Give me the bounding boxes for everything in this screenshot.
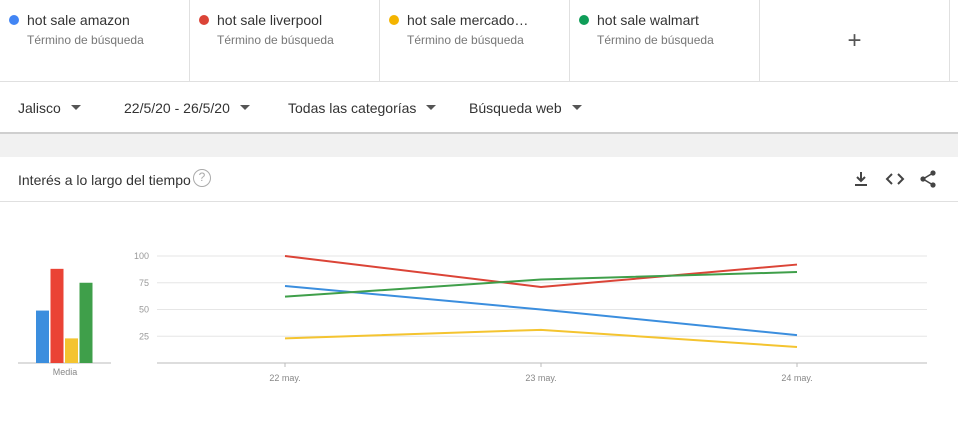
term-card-amazon[interactable]: hot sale amazon Término de búsqueda	[0, 0, 190, 82]
term-type: Término de búsqueda	[27, 33, 144, 47]
chevron-down-icon	[239, 104, 250, 110]
average-bar	[50, 268, 64, 363]
y-tick-label: 50	[139, 305, 149, 315]
term-name: hot sale amazon	[27, 12, 130, 28]
filters-bar: Jalisco 22/5/20 - 26/5/20 Todas las cate…	[0, 82, 958, 134]
add-term-button[interactable]: +	[760, 0, 950, 82]
term-color-dot	[579, 15, 589, 25]
interest-over-time-card: Interés a lo largo del tiempo ? 25 50 75 10…	[0, 157, 958, 433]
term-name: hot sale walmart	[597, 12, 699, 28]
x-tick-label: 24 may.	[781, 373, 812, 383]
y-tick-label: 25	[139, 331, 149, 341]
y-tick-label: 100	[134, 251, 149, 261]
y-tick-label: 75	[139, 278, 149, 288]
search-terms-bar: hot sale amazon Término de búsqueda hot …	[0, 0, 958, 82]
chevron-down-icon	[426, 104, 437, 110]
average-bar	[79, 282, 93, 363]
interest-chart: 25 50 75 100 22 may. 23 may. 24 may. Media	[18, 251, 927, 383]
x-tick-label: 23 may.	[525, 373, 556, 383]
series-line	[284, 284, 798, 337]
term-card-walmart[interactable]: hot sale walmart Término de búsqueda	[570, 0, 760, 82]
x-tick-label: 22 may.	[269, 373, 300, 383]
term-type: Término de búsqueda	[597, 33, 714, 47]
average-bar	[36, 310, 49, 363]
term-color-dot	[9, 15, 19, 25]
term-color-dot	[199, 15, 209, 25]
term-color-dot	[389, 15, 399, 25]
share-icon[interactable]	[918, 169, 938, 189]
help-icon[interactable]: ?	[193, 169, 211, 187]
region-label: Jalisco	[18, 100, 61, 116]
term-name: hot sale mercado libre	[407, 12, 529, 28]
term-name: hot sale liverpool	[217, 12, 323, 28]
search-type-dropdown[interactable]: Búsqueda web	[469, 100, 582, 116]
download-icon[interactable]	[851, 169, 871, 189]
average-bar	[65, 338, 78, 363]
term-card-liverpool[interactable]: hot sale liverpool Término de búsqueda	[190, 0, 380, 82]
card-title: Interés a lo largo del tiempo	[18, 172, 191, 188]
category-label: Todas las categorías	[288, 100, 417, 116]
term-type: Término de búsqueda	[217, 33, 334, 47]
embed-icon[interactable]	[885, 169, 905, 189]
search-type-label: Búsqueda web	[469, 100, 562, 116]
series-line	[284, 328, 798, 348]
term-type: Término de búsqueda	[407, 33, 524, 47]
chevron-down-icon	[571, 104, 582, 110]
card-header: Interés a lo largo del tiempo ?	[0, 157, 958, 202]
date-range-dropdown[interactable]: 22/5/20 - 26/5/20	[124, 100, 250, 116]
category-dropdown[interactable]: Todas las categorías	[288, 100, 437, 116]
date-range-label: 22/5/20 - 26/5/20	[124, 100, 230, 116]
average-label: Media	[53, 367, 78, 377]
chevron-down-icon	[70, 104, 81, 110]
region-dropdown[interactable]: Jalisco	[18, 100, 81, 116]
series-line	[284, 255, 798, 289]
series-line	[284, 271, 798, 298]
term-card-mercado-libre[interactable]: hot sale mercado libre Término de búsque…	[380, 0, 570, 82]
